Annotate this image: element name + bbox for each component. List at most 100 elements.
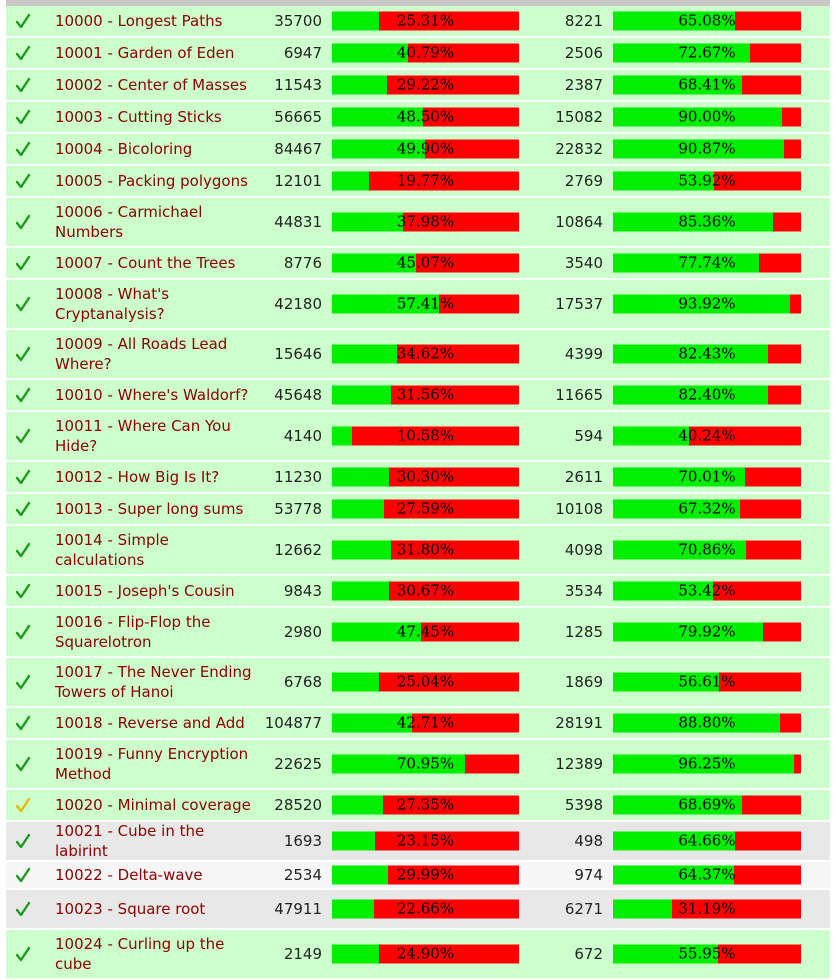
users-count: 498 (574, 832, 603, 850)
problem-title-link[interactable]: 10017 - The Never Ending Towers of Hanoi (55, 663, 252, 701)
user-ratio-fill (613, 139, 784, 159)
problem-title-link[interactable]: 10014 - Simple calculations (55, 531, 169, 569)
user-ratio-label: 56.61% (678, 672, 736, 691)
submissions-count: 44831 (274, 213, 322, 231)
user-ratio-bar: 96.25% (613, 754, 801, 774)
submission-ratio-fill (332, 795, 384, 815)
check-green-icon (14, 832, 32, 850)
check-green-icon (14, 345, 32, 363)
problem-title-link[interactable]: 10010 - Where's Waldorf? (55, 386, 249, 404)
user-ratio-bar: 77.74% (613, 253, 801, 273)
problem-title-link[interactable]: 10005 - Packing polygons (55, 172, 248, 190)
check-green-icon (14, 714, 32, 732)
submissions-count: 56665 (274, 108, 322, 126)
problem-title-link[interactable]: 10008 - What's Cryptanalysis? (55, 285, 170, 323)
user-ratio-bar: 88.80% (613, 713, 801, 733)
submission-ratio-fill (332, 831, 376, 851)
table-row: 10003 - Cutting Sticks 56665 48.50% 15082 90… (6, 102, 830, 134)
problem-title-link[interactable]: 10002 - Center of Masses (55, 76, 247, 94)
problem-title-link[interactable]: 10003 - Cutting Sticks (55, 108, 222, 126)
user-ratio-fill (613, 622, 764, 642)
submission-ratio-label: 29.22% (396, 75, 455, 94)
user-ratio-bar: 68.69% (613, 795, 801, 815)
check-green-icon (14, 172, 32, 190)
table-row: 10024 - Curling up the cube 2149 24.90% 672… (6, 930, 830, 980)
submission-ratio-label: 31.56% (396, 385, 455, 404)
submissions-count: 9843 (283, 582, 322, 600)
problem-title-link[interactable]: 10020 - Minimal coverage (55, 796, 251, 814)
check-green-icon (14, 76, 32, 94)
submission-ratio-bar: 25.04% (332, 672, 519, 692)
submissions-count: 11543 (274, 76, 322, 94)
submission-ratio-fill (332, 899, 375, 919)
problem-title-link[interactable]: 10022 - Delta-wave (55, 866, 203, 884)
submission-ratio-fill (332, 581, 390, 601)
submission-ratio-bar: 19.77% (332, 171, 519, 191)
problem-title-link[interactable]: 10011 - Where Can You Hide? (55, 417, 231, 455)
table-row: 10022 - Delta-wave 2534 29.99% 974 64.37% (6, 862, 830, 890)
problem-title-link[interactable]: 10007 - Count the Trees (55, 254, 236, 272)
submission-ratio-label: 10.58% (396, 426, 455, 445)
submission-ratio-bar: 31.56% (332, 385, 519, 405)
submission-ratio-bar: 45.07% (332, 253, 519, 273)
submissions-count: 6768 (283, 673, 322, 691)
submissions-count: 2980 (283, 623, 322, 641)
user-ratio-fill (613, 831, 735, 851)
problem-list-page: 10000 - Longest Paths 35700 25.31% 8221 65.0… (6, 0, 830, 980)
submissions-count: 6947 (283, 44, 322, 62)
problem-title-link[interactable]: 10023 - Square root (55, 900, 206, 918)
problem-title-link[interactable]: 10009 - All Roads Lead Where? (55, 335, 228, 373)
table-row: 10007 - Count the Trees 8776 45.07% 3540 77.… (6, 248, 830, 280)
user-ratio-bar: 31.19% (613, 899, 801, 919)
problem-title-link[interactable]: 10016 - Flip-Flop the Squarelotron (55, 613, 211, 651)
submission-ratio-fill (332, 672, 379, 692)
submissions-count: 1693 (283, 832, 322, 850)
submission-ratio-bar: 31.80% (332, 540, 519, 560)
table-row: 10023 - Square root 47911 22.66% 6271 31.19% (6, 890, 830, 930)
problem-title-link[interactable]: 10013 - Super long sums (55, 500, 244, 518)
problem-title-link[interactable]: 10015 - Joseph's Cousin (55, 582, 235, 600)
submissions-count: 47911 (274, 900, 322, 918)
submissions-count: 12101 (274, 172, 322, 190)
user-ratio-fill (613, 107, 783, 127)
check-green-icon (14, 140, 32, 158)
check-green-icon (14, 755, 32, 773)
problem-title-link[interactable]: 10012 - How Big Is It? (55, 468, 220, 486)
user-ratio-label: 82.43% (678, 344, 736, 363)
table-row: 10021 - Cube in the labirint 1693 23.15% 49… (6, 822, 830, 862)
submission-ratio-fill (332, 171, 369, 191)
submission-ratio-fill (332, 139, 426, 159)
user-ratio-fill (613, 467, 745, 487)
submission-ratio-label: 40.79% (396, 43, 455, 62)
user-ratio-fill (613, 171, 715, 191)
user-ratio-label: 79.92% (678, 622, 736, 641)
problem-table: 10000 - Longest Paths 35700 25.31% 8221 65.0… (6, 6, 830, 980)
table-row: 10013 - Super long sums 53778 27.59% 10108 6… (6, 494, 830, 526)
user-ratio-fill (613, 253, 760, 273)
users-count: 3534 (564, 582, 603, 600)
submission-ratio-label: 70.95% (396, 754, 455, 773)
users-count: 1869 (564, 673, 603, 691)
problem-title-link[interactable]: 10004 - Bicoloring (55, 140, 193, 158)
user-ratio-label: 64.37% (678, 865, 736, 884)
problem-title-link[interactable]: 10006 - Carmichael Numbers (55, 203, 203, 241)
submissions-count: 4140 (283, 427, 322, 445)
user-ratio-fill (613, 581, 714, 601)
problem-title-link[interactable]: 10000 - Longest Paths (55, 12, 223, 30)
problem-title-link[interactable]: 10019 - Funny Encryption Method (55, 745, 249, 783)
problem-title-link[interactable]: 10021 - Cube in the labirint (55, 822, 205, 860)
submission-ratio-fill (332, 11, 380, 31)
problem-title-link[interactable]: 10018 - Reverse and Add (55, 714, 245, 732)
check-green-icon (14, 623, 32, 641)
submission-ratio-bar: 29.99% (332, 865, 519, 885)
table-row: 10000 - Longest Paths 35700 25.31% 8221 65.0… (6, 6, 830, 38)
problem-title-link[interactable]: 10024 - Curling up the cube (55, 935, 225, 973)
user-ratio-label: 53.42% (678, 581, 736, 600)
submission-ratio-fill (332, 212, 404, 232)
table-row: 10015 - Joseph's Cousin 9843 30.67% 3534 53.… (6, 576, 830, 608)
users-count: 6271 (564, 900, 603, 918)
check-yellow-icon (14, 796, 32, 814)
submission-ratio-fill (332, 426, 352, 446)
problem-title-link[interactable]: 10001 - Garden of Eden (55, 44, 235, 62)
check-green-icon (14, 108, 32, 126)
